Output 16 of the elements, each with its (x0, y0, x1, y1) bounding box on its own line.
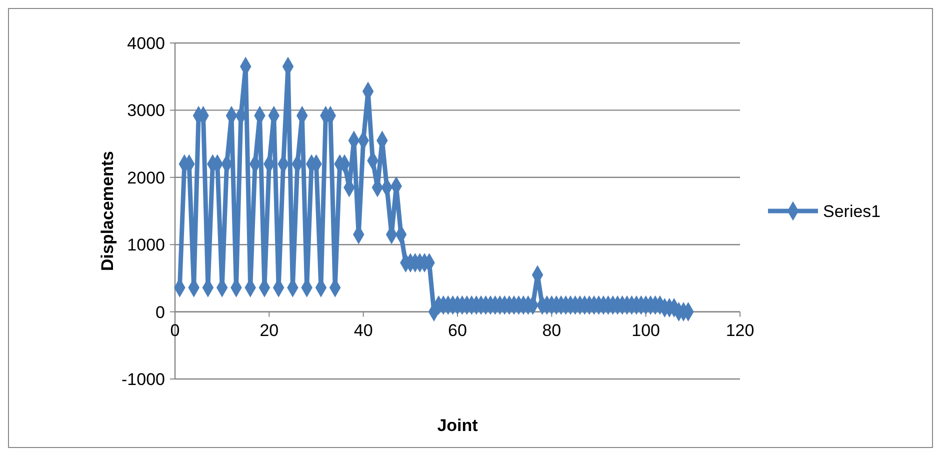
x-tick-label: 80 (542, 320, 562, 340)
x-tick-label: 40 (354, 320, 373, 340)
legend-label: Series1 (823, 202, 881, 221)
x-tick-label: 60 (448, 320, 467, 340)
x-tick-label: 20 (260, 320, 279, 340)
y-tick-label: 4000 (127, 34, 165, 53)
x-tick-label: 0 (170, 320, 180, 340)
y-tick-label: 2000 (127, 168, 165, 188)
x-tick-label: 120 (726, 320, 754, 340)
y-tick-label: 3000 (127, 101, 165, 120)
x-axis-title: Joint (437, 416, 478, 435)
x-tick-label: 100 (632, 320, 660, 340)
y-tick-label: -1000 (122, 370, 165, 389)
y-tick-label: 0 (156, 302, 165, 322)
y-axis-title: Displacements (98, 151, 117, 271)
y-tick-label: 1000 (127, 236, 165, 255)
